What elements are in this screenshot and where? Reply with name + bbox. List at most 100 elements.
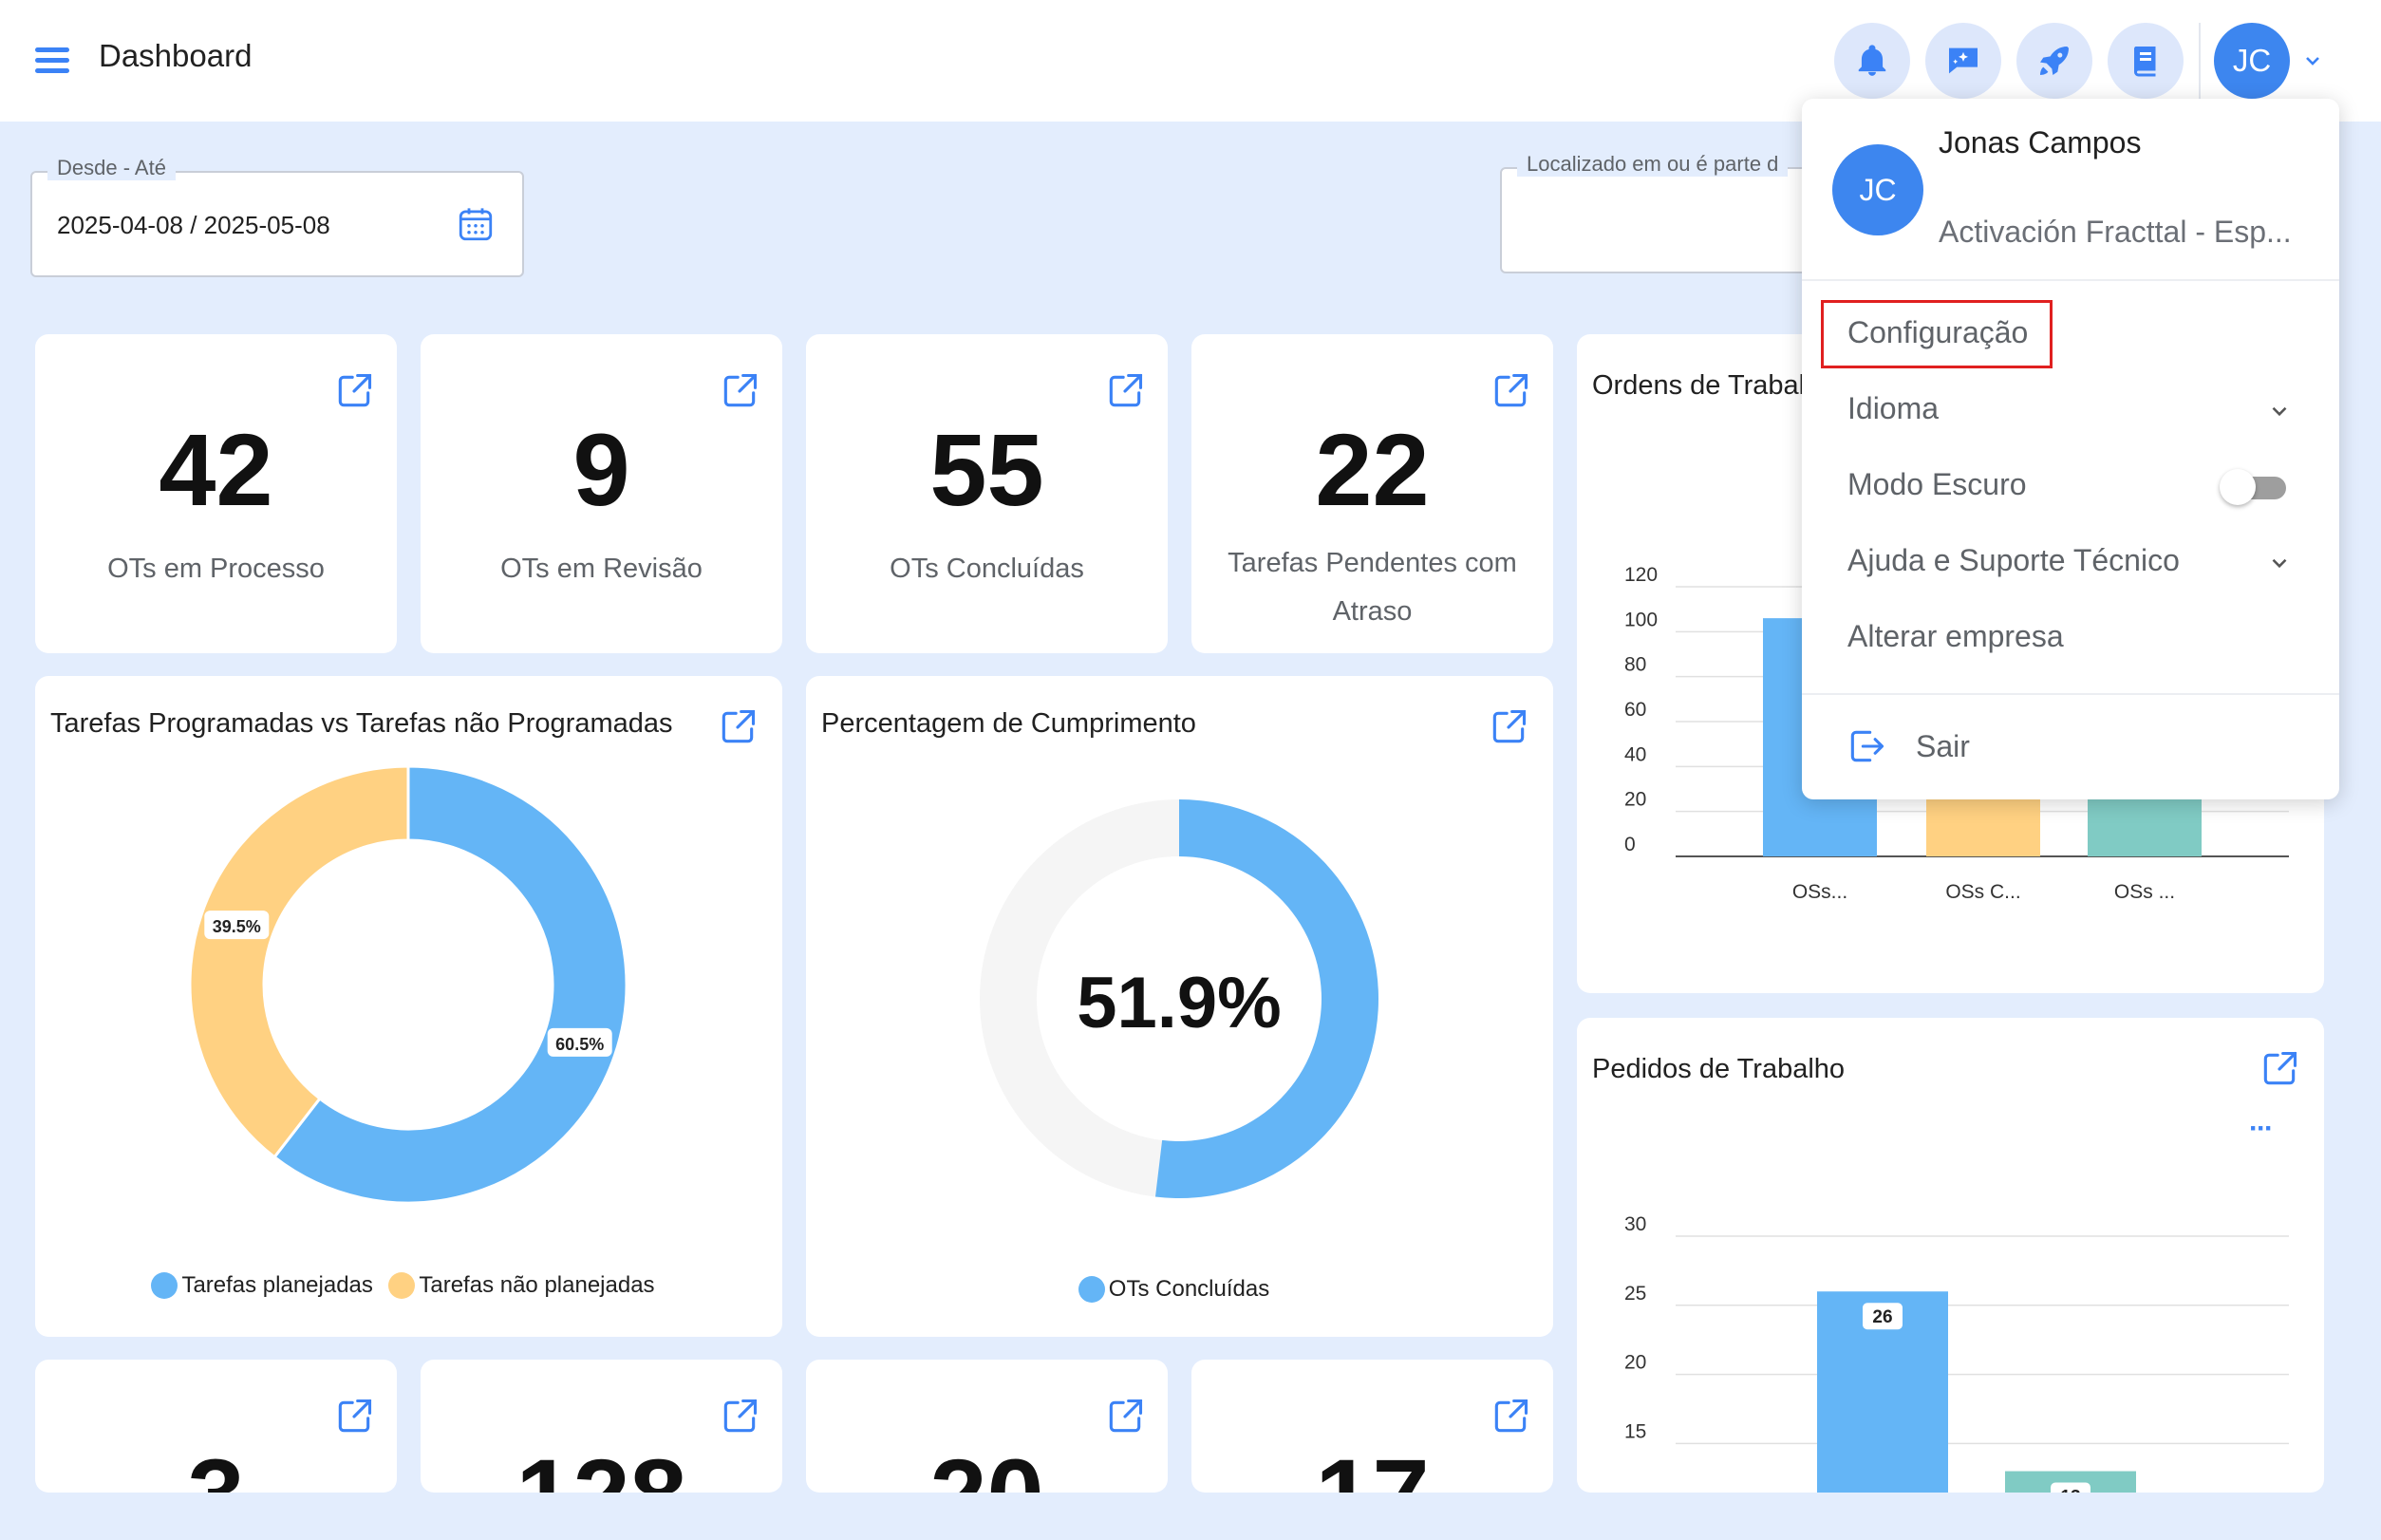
date-range-value: 2025-04-08 / 2025-05-08 (57, 211, 330, 239)
kpi-card-bottom-4[interactable]: 17 (1191, 1360, 1553, 1493)
card-title: Pedidos de Trabalho (1592, 1054, 1846, 1084)
menu-item-settings[interactable]: Configuração (1847, 315, 2029, 349)
chevron-down-icon[interactable] (2267, 551, 2292, 575)
kpi-card-bottom-3[interactable]: 20 (806, 1360, 1168, 1493)
compliance-card: Percentagem de Cumprimento 51.9% OTs Con… (806, 676, 1553, 1337)
legend-dot (1078, 1276, 1105, 1303)
kpi-value: 9 (572, 412, 630, 527)
ai-chat-button[interactable] (1925, 23, 2001, 99)
kpi-value: 22 (1315, 412, 1430, 527)
date-range-field[interactable]: Desde - Até 2025-04-08 / 2025-05-08 (30, 156, 524, 277)
user-name: Jonas Campos (1939, 125, 2142, 160)
dark-mode-toggle[interactable] (2220, 469, 2288, 505)
menu-item-help[interactable]: Ajuda e Suporte Técnico (1847, 543, 2180, 577)
bell-icon (1858, 45, 1886, 76)
y-tick-label: 15 (1624, 1420, 1646, 1442)
legend-item[interactable]: OTs Concluídas (1078, 1276, 1269, 1303)
open-external-icon[interactable] (1490, 1396, 1531, 1437)
legend-label: OTs Concluídas (1108, 1276, 1270, 1302)
open-external-icon[interactable] (1488, 706, 1529, 748)
y-tick-label: 20 (1624, 789, 1646, 811)
slice-label: 60.5% (547, 1027, 612, 1057)
rocket-icon (2040, 47, 2069, 75)
kpi-value: 128 (421, 1436, 782, 1493)
y-tick-label: 10 (1624, 1490, 1646, 1493)
calendar-icon[interactable] (456, 203, 496, 245)
open-external-icon[interactable] (719, 370, 760, 412)
hamburger-menu-icon[interactable] (32, 42, 74, 80)
open-external-icon[interactable] (333, 370, 375, 412)
menu-item-dark-mode: Modo Escuro (1847, 467, 2027, 501)
kpi-card-completed[interactable]: 55 OTs Concluídas (806, 334, 1168, 653)
planned-vs-unplanned-card: Tarefas Programadas vs Tarefas não Progr… (35, 676, 782, 1337)
open-external-icon[interactable] (2259, 1048, 2300, 1090)
toolbar-divider (2199, 23, 2201, 99)
chart-legend: Tarefas planejadas Tarefas não planejada… (35, 1272, 782, 1304)
y-tick-label: 80 (1624, 654, 1646, 676)
work-requests-card: Pedidos de Trabalho ··· 10 15 20 25 30 26 13 (1577, 1018, 2324, 1493)
open-external-icon[interactable] (1104, 370, 1146, 412)
kpi-value: 20 (806, 1436, 1168, 1493)
y-tick-label: 120 (1624, 564, 1658, 586)
work-requests-bar-chart: 10 15 20 25 30 26 13 (1624, 1213, 2289, 1493)
menu-item-switch-company[interactable]: Alterar empresa (1847, 619, 2064, 653)
open-external-icon[interactable] (1490, 370, 1531, 412)
user-menu-avatar: JC (1832, 144, 1923, 235)
kpi-card-in-process[interactable]: 42 OTs em Processo (35, 334, 397, 653)
open-external-icon[interactable] (1104, 1396, 1146, 1437)
kpi-value: 42 (159, 412, 273, 527)
kpi-label: OTs em Revisão (500, 554, 703, 584)
compliance-donut-chart: 51.9% (980, 799, 1378, 1198)
gauge-fill[interactable] (1154, 799, 1378, 1198)
legend-item[interactable]: Tarefas planejadas (151, 1272, 373, 1299)
open-external-icon[interactable] (719, 1396, 760, 1437)
y-tick-label: 60 (1624, 699, 1646, 721)
bar-value-label: 26 (1863, 1303, 1903, 1330)
location-label: Localizado em ou é parte d (1517, 152, 1789, 177)
kpi-card-bottom-1[interactable]: 3 (35, 1360, 397, 1493)
kpi-label: Tarefas Pendentes com Atraso (1210, 539, 1534, 636)
kpi-card-bottom-2[interactable]: 128 (421, 1360, 782, 1493)
user-avatar-button[interactable]: JC (2214, 23, 2290, 99)
chevron-down-icon[interactable] (2267, 399, 2292, 423)
donut-slice[interactable] (188, 764, 410, 1159)
chat-sparkle-icon (1949, 47, 1978, 74)
page-title: Dashboard (99, 38, 253, 73)
legend-label: Tarefas não planejadas (419, 1272, 655, 1298)
top-bar: Dashboard JC (0, 0, 2381, 122)
y-tick-label: 25 (1624, 1283, 1646, 1305)
kpi-value: 17 (1191, 1436, 1553, 1493)
slice-label: 39.5% (204, 911, 270, 940)
bar-value-text: 26 (1872, 1307, 1892, 1327)
chevron-down-icon[interactable] (2301, 49, 2324, 72)
logout-icon[interactable] (1846, 725, 1887, 767)
y-tick-label: 0 (1624, 834, 1636, 855)
menu-item-language[interactable]: Idioma (1847, 391, 1940, 425)
kpi-label: OTs Concluídas (890, 554, 1084, 584)
more-options-icon[interactable]: ··· (2249, 1113, 2274, 1144)
kpi-card-overdue-tasks[interactable]: 22 Tarefas Pendentes com Atraso (1191, 334, 1553, 653)
legend-dot (151, 1272, 178, 1299)
bar[interactable] (2088, 789, 2202, 856)
donut-slice[interactable] (272, 764, 628, 1205)
kpi-value: 3 (35, 1436, 397, 1493)
user-company: Activación Fracttal - Esp... (1939, 215, 2292, 249)
launch-button[interactable] (2016, 23, 2092, 99)
bar[interactable] (1926, 789, 2040, 856)
slice-label-text: 60.5% (555, 1035, 604, 1054)
legend-label: Tarefas planejadas (181, 1272, 373, 1298)
docs-button[interactable] (2108, 23, 2184, 99)
kpi-label: OTs em Processo (107, 554, 325, 584)
open-external-icon[interactable] (717, 706, 759, 748)
x-tick-label: OSs C... (1945, 881, 2020, 903)
gauge-center-label: 51.9% (1077, 963, 1282, 1043)
date-range-label: Desde - Até (47, 156, 176, 180)
y-tick-label: 40 (1624, 743, 1646, 765)
menu-item-logout[interactable]: Sair (1916, 729, 1970, 763)
bar[interactable] (2005, 1471, 2136, 1493)
open-external-icon[interactable] (333, 1396, 375, 1437)
notifications-button[interactable] (1834, 23, 1910, 99)
legend-item[interactable]: Tarefas não planejadas (388, 1272, 655, 1299)
y-tick-label: 20 (1624, 1352, 1646, 1374)
kpi-card-in-review[interactable]: 9 OTs em Revisão (421, 334, 782, 653)
